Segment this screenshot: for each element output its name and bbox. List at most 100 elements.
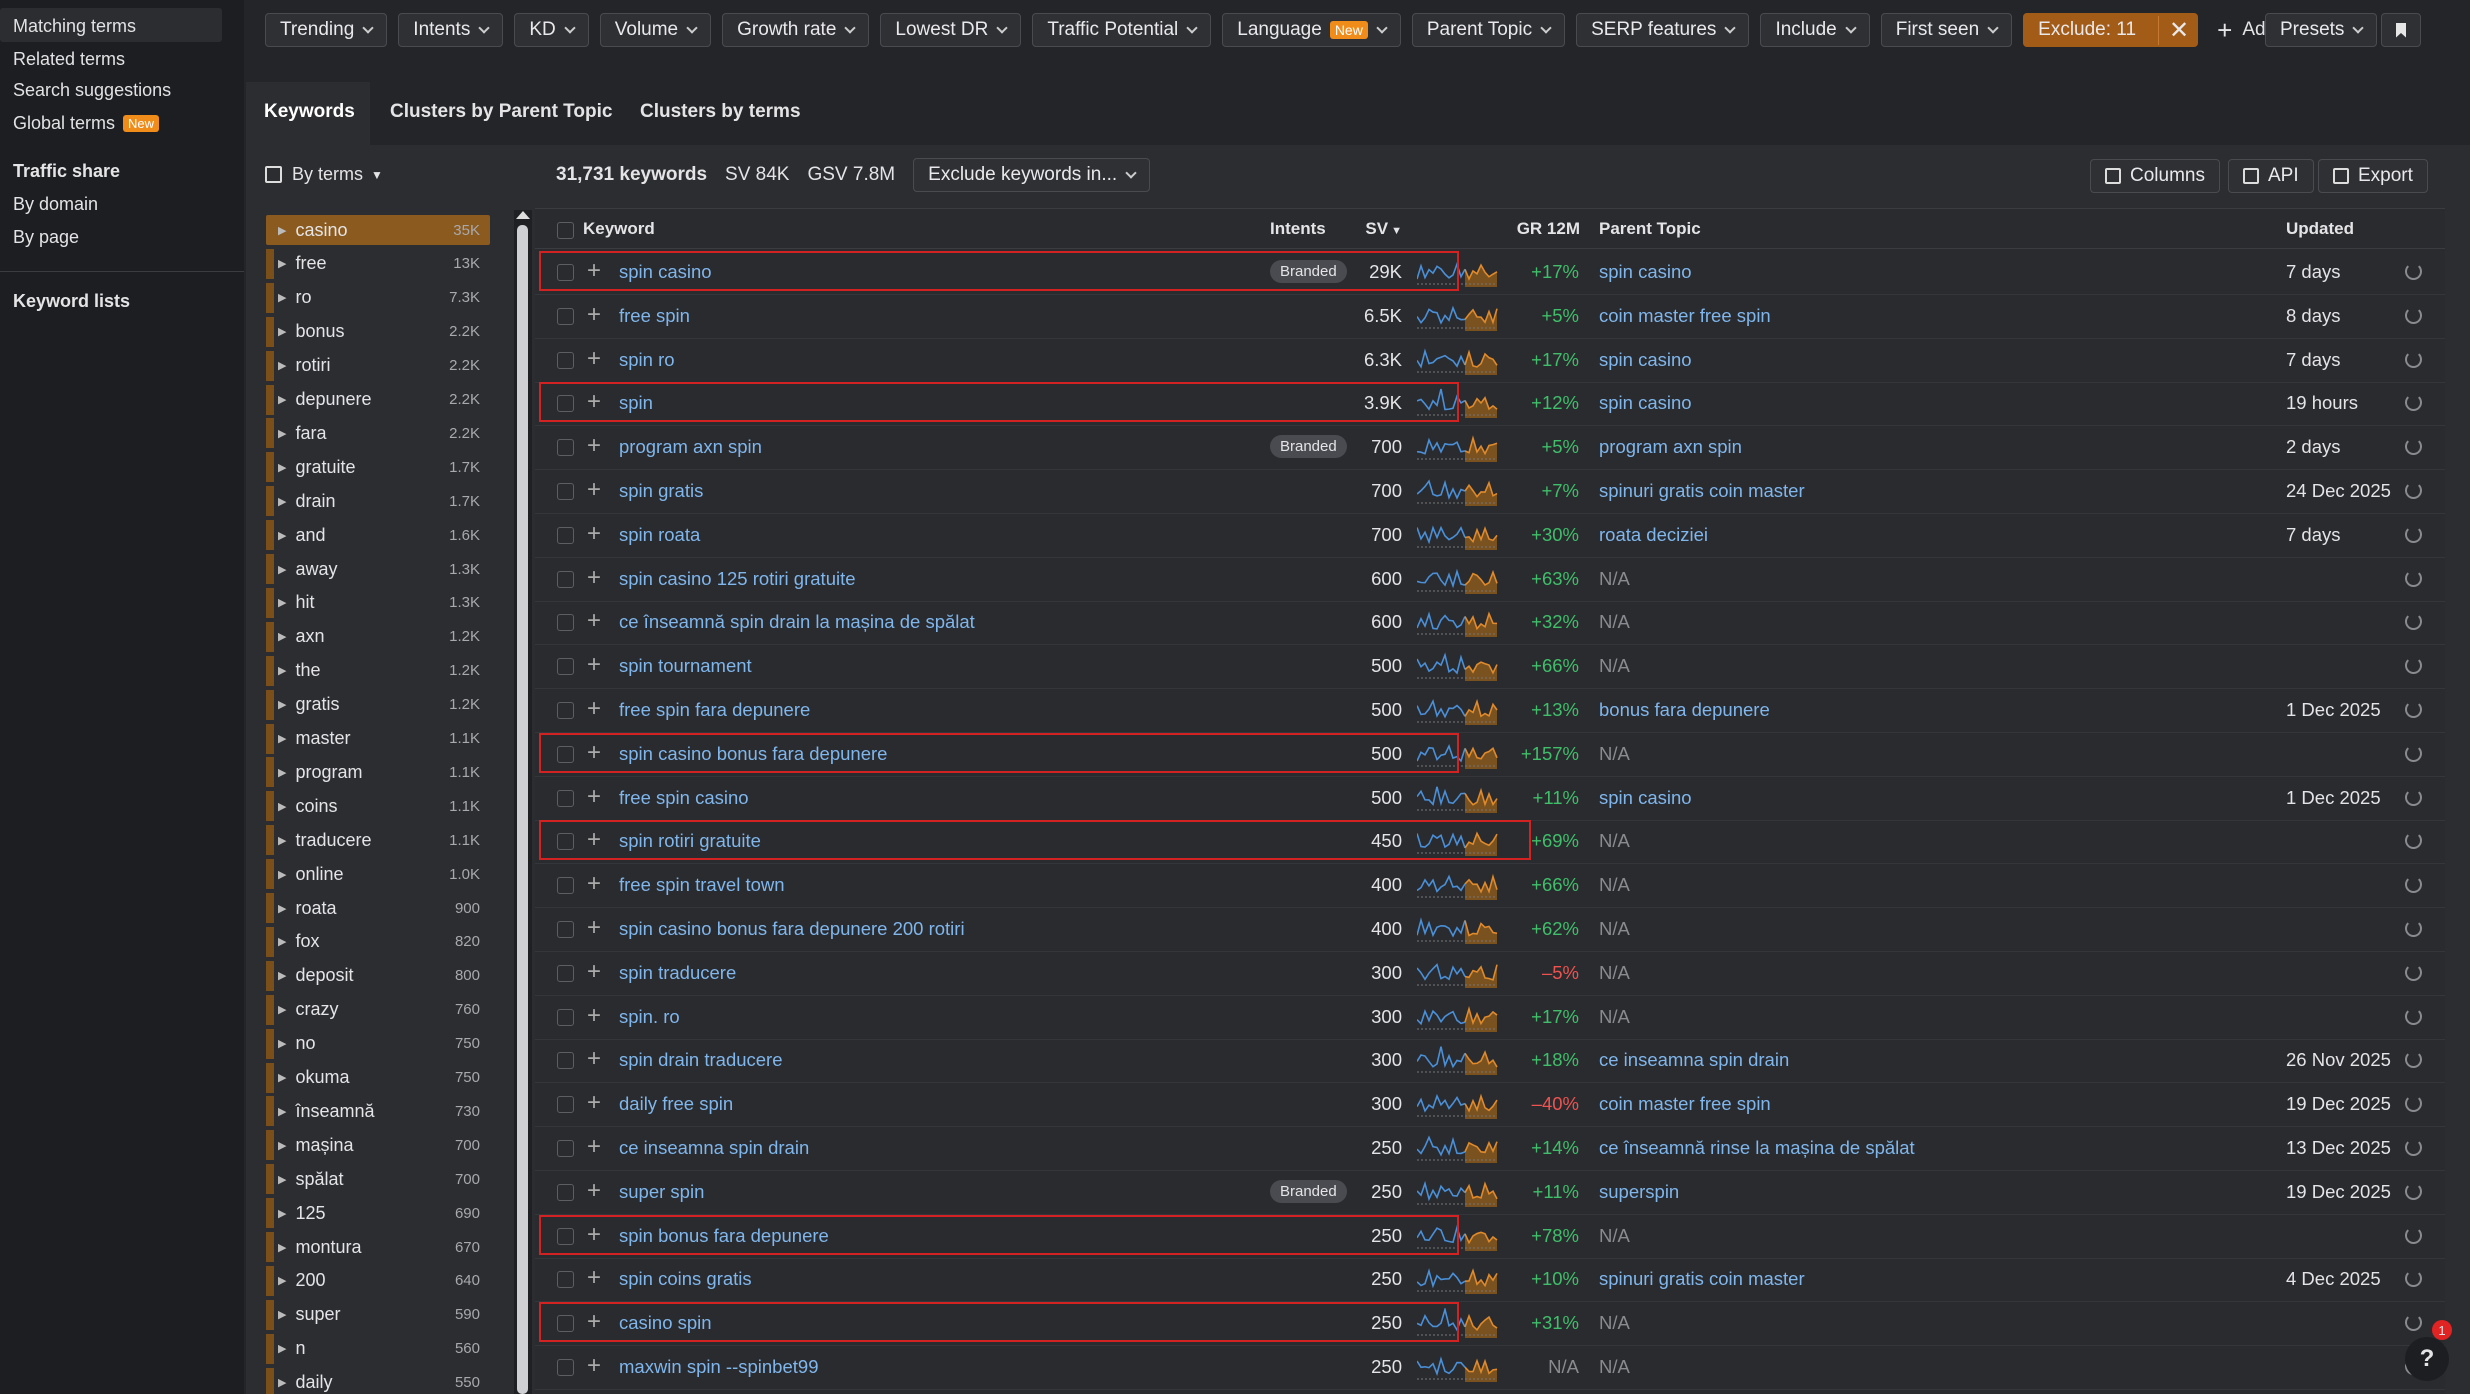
- keyword-link[interactable]: spin. ro: [619, 1005, 680, 1027]
- term-row[interactable]: ▶ away 1.3K: [278, 557, 480, 581]
- term-row[interactable]: ▶ rotiri 2.2K: [278, 354, 480, 378]
- add-icon[interactable]: +: [587, 344, 602, 372]
- add-icon[interactable]: +: [587, 695, 602, 722]
- toolbar-button[interactable]: Export: [2318, 159, 2428, 193]
- add-icon[interactable]: +: [587, 1352, 602, 1379]
- term-row[interactable]: ▶ fara 2.2K: [278, 421, 480, 445]
- refresh-icon[interactable]: [2405, 1007, 2422, 1025]
- bookmark-button[interactable]: [2381, 13, 2421, 47]
- refresh-icon[interactable]: [2405, 394, 2422, 412]
- add-icon[interactable]: +: [587, 432, 602, 460]
- keyword-link[interactable]: ce inseamna spin drain: [619, 1137, 810, 1158]
- add-icon[interactable]: +: [587, 1220, 602, 1248]
- add-icon[interactable]: +: [587, 914, 602, 941]
- add-icon[interactable]: +: [587, 563, 602, 591]
- refresh-icon[interactable]: [2405, 876, 2422, 894]
- refresh-icon[interactable]: [2405, 701, 2422, 718]
- checkbox[interactable]: [557, 745, 574, 763]
- keyword-link[interactable]: spin drain traducere: [619, 1049, 783, 1071]
- checkbox[interactable]: [557, 614, 574, 632]
- checkbox[interactable]: [557, 833, 574, 851]
- checkbox[interactable]: [557, 1183, 574, 1201]
- checkbox[interactable]: [557, 789, 574, 807]
- add-icon[interactable]: +: [587, 300, 602, 328]
- checkbox[interactable]: [557, 1227, 574, 1245]
- tab[interactable]: Keywords: [264, 101, 355, 122]
- checkbox[interactable]: [557, 351, 574, 369]
- add-icon[interactable]: +: [587, 870, 602, 898]
- refresh-icon[interactable]: [2405, 525, 2422, 543]
- exclude-dropdown[interactable]: Exclude keywords in...: [913, 158, 1151, 192]
- checkbox[interactable]: [557, 570, 574, 588]
- term-row[interactable]: ▶ program 1.1K: [278, 760, 480, 784]
- refresh-icon[interactable]: [2405, 1226, 2422, 1244]
- add-icon[interactable]: +: [587, 1176, 602, 1204]
- column-header[interactable]: Intents: [1270, 219, 1326, 238]
- term-row[interactable]: ▶ drain 1.7K: [278, 489, 480, 513]
- tab[interactable]: Clusters by Parent Topic: [390, 101, 613, 122]
- column-header[interactable]: SV ▼: [1365, 219, 1402, 238]
- filter-button[interactable]: Parent Topic: [1411, 13, 1566, 47]
- refresh-icon[interactable]: [2405, 350, 2422, 368]
- filter-button[interactable]: Trending: [265, 13, 388, 47]
- parent-topic[interactable]: program axn spin: [1599, 436, 1742, 458]
- term-row[interactable]: ▶ depunere 2.2K: [278, 388, 480, 412]
- refresh-icon[interactable]: [2405, 1182, 2422, 1200]
- add-icon[interactable]: +: [587, 519, 602, 547]
- add-icon[interactable]: +: [587, 1001, 602, 1029]
- refresh-icon[interactable]: [2405, 657, 2422, 675]
- term-row[interactable]: ▶ gratis 1.2K: [278, 693, 480, 717]
- keyword-link[interactable]: free spin: [619, 304, 690, 326]
- term-row[interactable]: ▶ traducere 1.1K: [278, 828, 480, 852]
- refresh-icon[interactable]: [2405, 569, 2422, 587]
- keyword-link[interactable]: free spin travel town: [619, 874, 785, 896]
- keyword-link[interactable]: spin gratis: [619, 480, 704, 501]
- keyword-link[interactable]: spin bonus fara depunere: [619, 1224, 829, 1246]
- add-icon[interactable]: +: [587, 738, 602, 766]
- add-icon[interactable]: +: [587, 826, 602, 854]
- term-row[interactable]: ▶ crazy 760: [278, 998, 480, 1022]
- column-header[interactable]: Updated: [2286, 219, 2354, 238]
- keyword-link[interactable]: spin traducere: [619, 961, 737, 983]
- toolbar-button[interactable]: Columns: [2090, 159, 2220, 193]
- term-row[interactable]: ▶ and 1.6K: [278, 523, 480, 547]
- checkbox[interactable]: [557, 439, 574, 457]
- checkbox[interactable]: [557, 1315, 574, 1333]
- add-icon[interactable]: +: [587, 1308, 602, 1336]
- keyword-link[interactable]: daily free spin: [619, 1093, 734, 1115]
- keyword-link[interactable]: casino spin: [619, 1312, 712, 1334]
- term-row[interactable]: ▶ spălat 700: [278, 1167, 480, 1191]
- add-icon[interactable]: +: [587, 782, 602, 810]
- refresh-icon[interactable]: [2405, 613, 2422, 631]
- parent-topic[interactable]: spin casino: [1599, 261, 1692, 282]
- filter-button[interactable]: Include: [1760, 13, 1870, 47]
- keyword-link[interactable]: spin roata: [619, 523, 701, 545]
- parent-topic[interactable]: ce înseamnă rinse la mașina de spălat: [1599, 1137, 1915, 1158]
- keyword-link[interactable]: spin coins gratis: [619, 1268, 752, 1290]
- term-row[interactable]: ▶ înseamnă 730: [278, 1099, 480, 1123]
- add-icon[interactable]: +: [587, 476, 602, 503]
- term-row[interactable]: ▶ no 750: [278, 1032, 480, 1056]
- checkbox[interactable]: [557, 658, 574, 676]
- term-row[interactable]: ▶ online 1.0K: [278, 862, 480, 886]
- filter-button[interactable]: Intents: [398, 13, 504, 47]
- refresh-icon[interactable]: [2405, 263, 2422, 280]
- keyword-link[interactable]: spin: [619, 392, 653, 414]
- tab[interactable]: Clusters by terms: [640, 101, 801, 122]
- term-row[interactable]: ▶ roata 900: [278, 896, 480, 920]
- parent-topic[interactable]: roata deciziei: [1599, 523, 1709, 545]
- keyword-link[interactable]: spin casino: [619, 261, 712, 282]
- keyword-link[interactable]: super spin: [619, 1180, 705, 1202]
- filter-button[interactable]: Volume: [599, 13, 712, 47]
- checkbox[interactable]: [557, 921, 574, 938]
- term-row[interactable]: ▶ hit 1.3K: [278, 591, 480, 615]
- keyword-link[interactable]: spin tournament: [619, 655, 752, 677]
- keyword-link[interactable]: spin casino bonus fara depunere 200 roti…: [619, 918, 965, 939]
- term-row[interactable]: ▶ mașina 700: [278, 1133, 480, 1157]
- term-row[interactable]: ▶ axn 1.2K: [278, 625, 480, 649]
- column-header[interactable]: GR 12M: [1516, 219, 1580, 238]
- checkbox[interactable]: [557, 1140, 574, 1157]
- term-row[interactable]: ▶ gratuite 1.7K: [278, 455, 480, 479]
- parent-topic[interactable]: spin casino: [1599, 348, 1692, 370]
- parent-topic[interactable]: spin casino: [1599, 392, 1692, 414]
